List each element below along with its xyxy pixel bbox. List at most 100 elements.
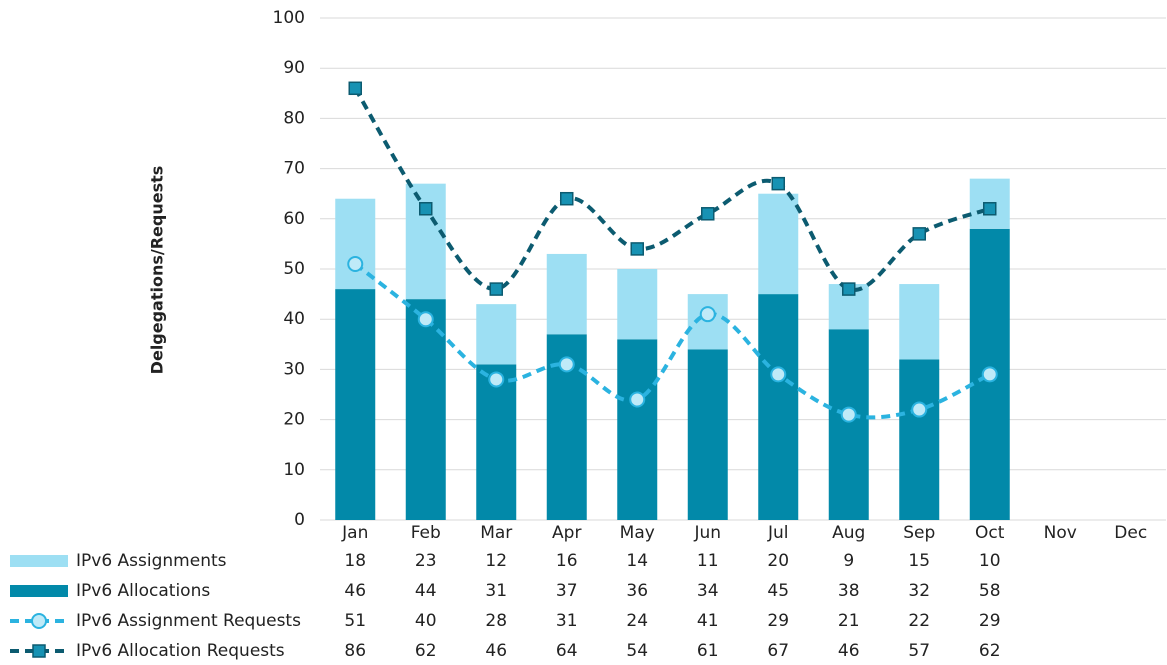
table-value: 37: [556, 581, 578, 601]
table-value: 46: [838, 641, 860, 661]
line-marker: [770, 366, 787, 383]
table-value: 46: [485, 641, 507, 661]
y-tick-label: 70: [283, 159, 305, 179]
bar: [758, 294, 799, 520]
legend-label: IPv6 Allocations: [76, 581, 210, 601]
legend-swatch: [10, 585, 68, 597]
bar: [828, 329, 869, 520]
y-tick-label: 60: [283, 209, 305, 229]
bar: [617, 339, 658, 520]
bar: [405, 299, 446, 520]
bar: [476, 364, 517, 520]
table-value: 57: [908, 641, 930, 661]
y-axis-label: Delgegations/Requests: [148, 166, 167, 375]
x-tick-label: May: [620, 523, 655, 543]
x-tick-label: Aug: [832, 523, 865, 543]
line-marker: [771, 176, 785, 191]
table-value: 62: [979, 641, 1001, 661]
line-marker: [417, 311, 434, 328]
table-value: 40: [415, 611, 437, 631]
table-value: 62: [415, 641, 437, 661]
bar: [476, 304, 517, 365]
table-value: 54: [626, 641, 648, 661]
bar: [687, 349, 728, 520]
line-marker: [699, 306, 716, 323]
table-value: 38: [838, 581, 860, 601]
table-value: 12: [485, 551, 507, 571]
table-value: 34: [697, 581, 719, 601]
line-marker: [911, 401, 928, 418]
line-marker: [983, 202, 997, 216]
y-tick-label: 100: [273, 8, 305, 28]
table-value: 21: [838, 611, 860, 631]
x-tick-label: Jul: [767, 523, 789, 543]
legend-label: IPv6 Assignment Requests: [76, 611, 301, 631]
line-marker: [347, 255, 364, 272]
x-tick-label: Nov: [1044, 523, 1077, 543]
legend-marker: [31, 613, 47, 629]
y-tick-label: 0: [294, 510, 305, 530]
y-tick-label: 30: [283, 359, 305, 379]
table-value: 20: [767, 551, 789, 571]
line-marker: [560, 191, 574, 206]
bar: [617, 269, 658, 340]
x-tick-label: Jan: [341, 523, 368, 543]
table-value: 36: [626, 581, 648, 601]
x-tick-label: Dec: [1114, 523, 1147, 543]
line-marker: [348, 81, 362, 96]
table-value: 32: [908, 581, 930, 601]
legend-label: IPv6 Assignments: [76, 551, 227, 571]
y-tick-label: 20: [283, 410, 305, 430]
bar: [335, 289, 376, 520]
bar: [405, 183, 446, 300]
y-tick-label: 40: [283, 309, 305, 329]
y-tick-label: 10: [283, 460, 305, 480]
table-value: 22: [908, 611, 930, 631]
x-tick-label: Mar: [480, 523, 512, 543]
table-value: 9: [843, 551, 854, 571]
x-tick-label: Sep: [903, 523, 935, 543]
table-value: 11: [697, 551, 719, 571]
x-tick-label: Apr: [552, 523, 581, 543]
y-tick-label: 80: [283, 108, 305, 128]
y-tick-label: 90: [283, 58, 305, 78]
table-value: 29: [767, 611, 789, 631]
line-marker: [419, 202, 433, 216]
line-marker: [488, 371, 505, 388]
y-tick-label: 50: [283, 259, 305, 279]
table-value: 45: [767, 581, 789, 601]
table-value: 58: [979, 581, 1001, 601]
x-tick-label: Oct: [975, 523, 1005, 543]
table-value: 41: [697, 611, 719, 631]
table-value: 31: [485, 581, 507, 601]
line: [354, 262, 991, 420]
line-marker: [912, 227, 926, 241]
table-value: 51: [344, 611, 366, 631]
line-marker: [558, 356, 575, 373]
table-value: 15: [908, 551, 930, 571]
table-value: 31: [556, 611, 578, 631]
x-tick-label: Feb: [411, 523, 441, 543]
table-value: 23: [415, 551, 437, 571]
table-value: 86: [344, 641, 366, 661]
table-value: 46: [344, 581, 366, 601]
line-marker: [629, 391, 646, 408]
table-value: 16: [556, 551, 578, 571]
table-value: 24: [626, 611, 648, 631]
legend-marker: [32, 644, 46, 658]
line-marker: [701, 207, 715, 221]
bar: [546, 253, 587, 335]
table-value: 64: [556, 641, 578, 661]
line-marker: [630, 242, 644, 256]
bar: [899, 359, 940, 520]
table-value: 14: [626, 551, 648, 571]
table-value: 61: [697, 641, 719, 661]
line: [353, 87, 991, 292]
table-value: 44: [415, 581, 437, 601]
bar: [899, 284, 940, 360]
line-marker: [981, 366, 998, 383]
legend-label: IPv6 Allocation Requests: [76, 641, 285, 661]
legend-swatch: [10, 555, 68, 567]
bar: [758, 193, 799, 295]
